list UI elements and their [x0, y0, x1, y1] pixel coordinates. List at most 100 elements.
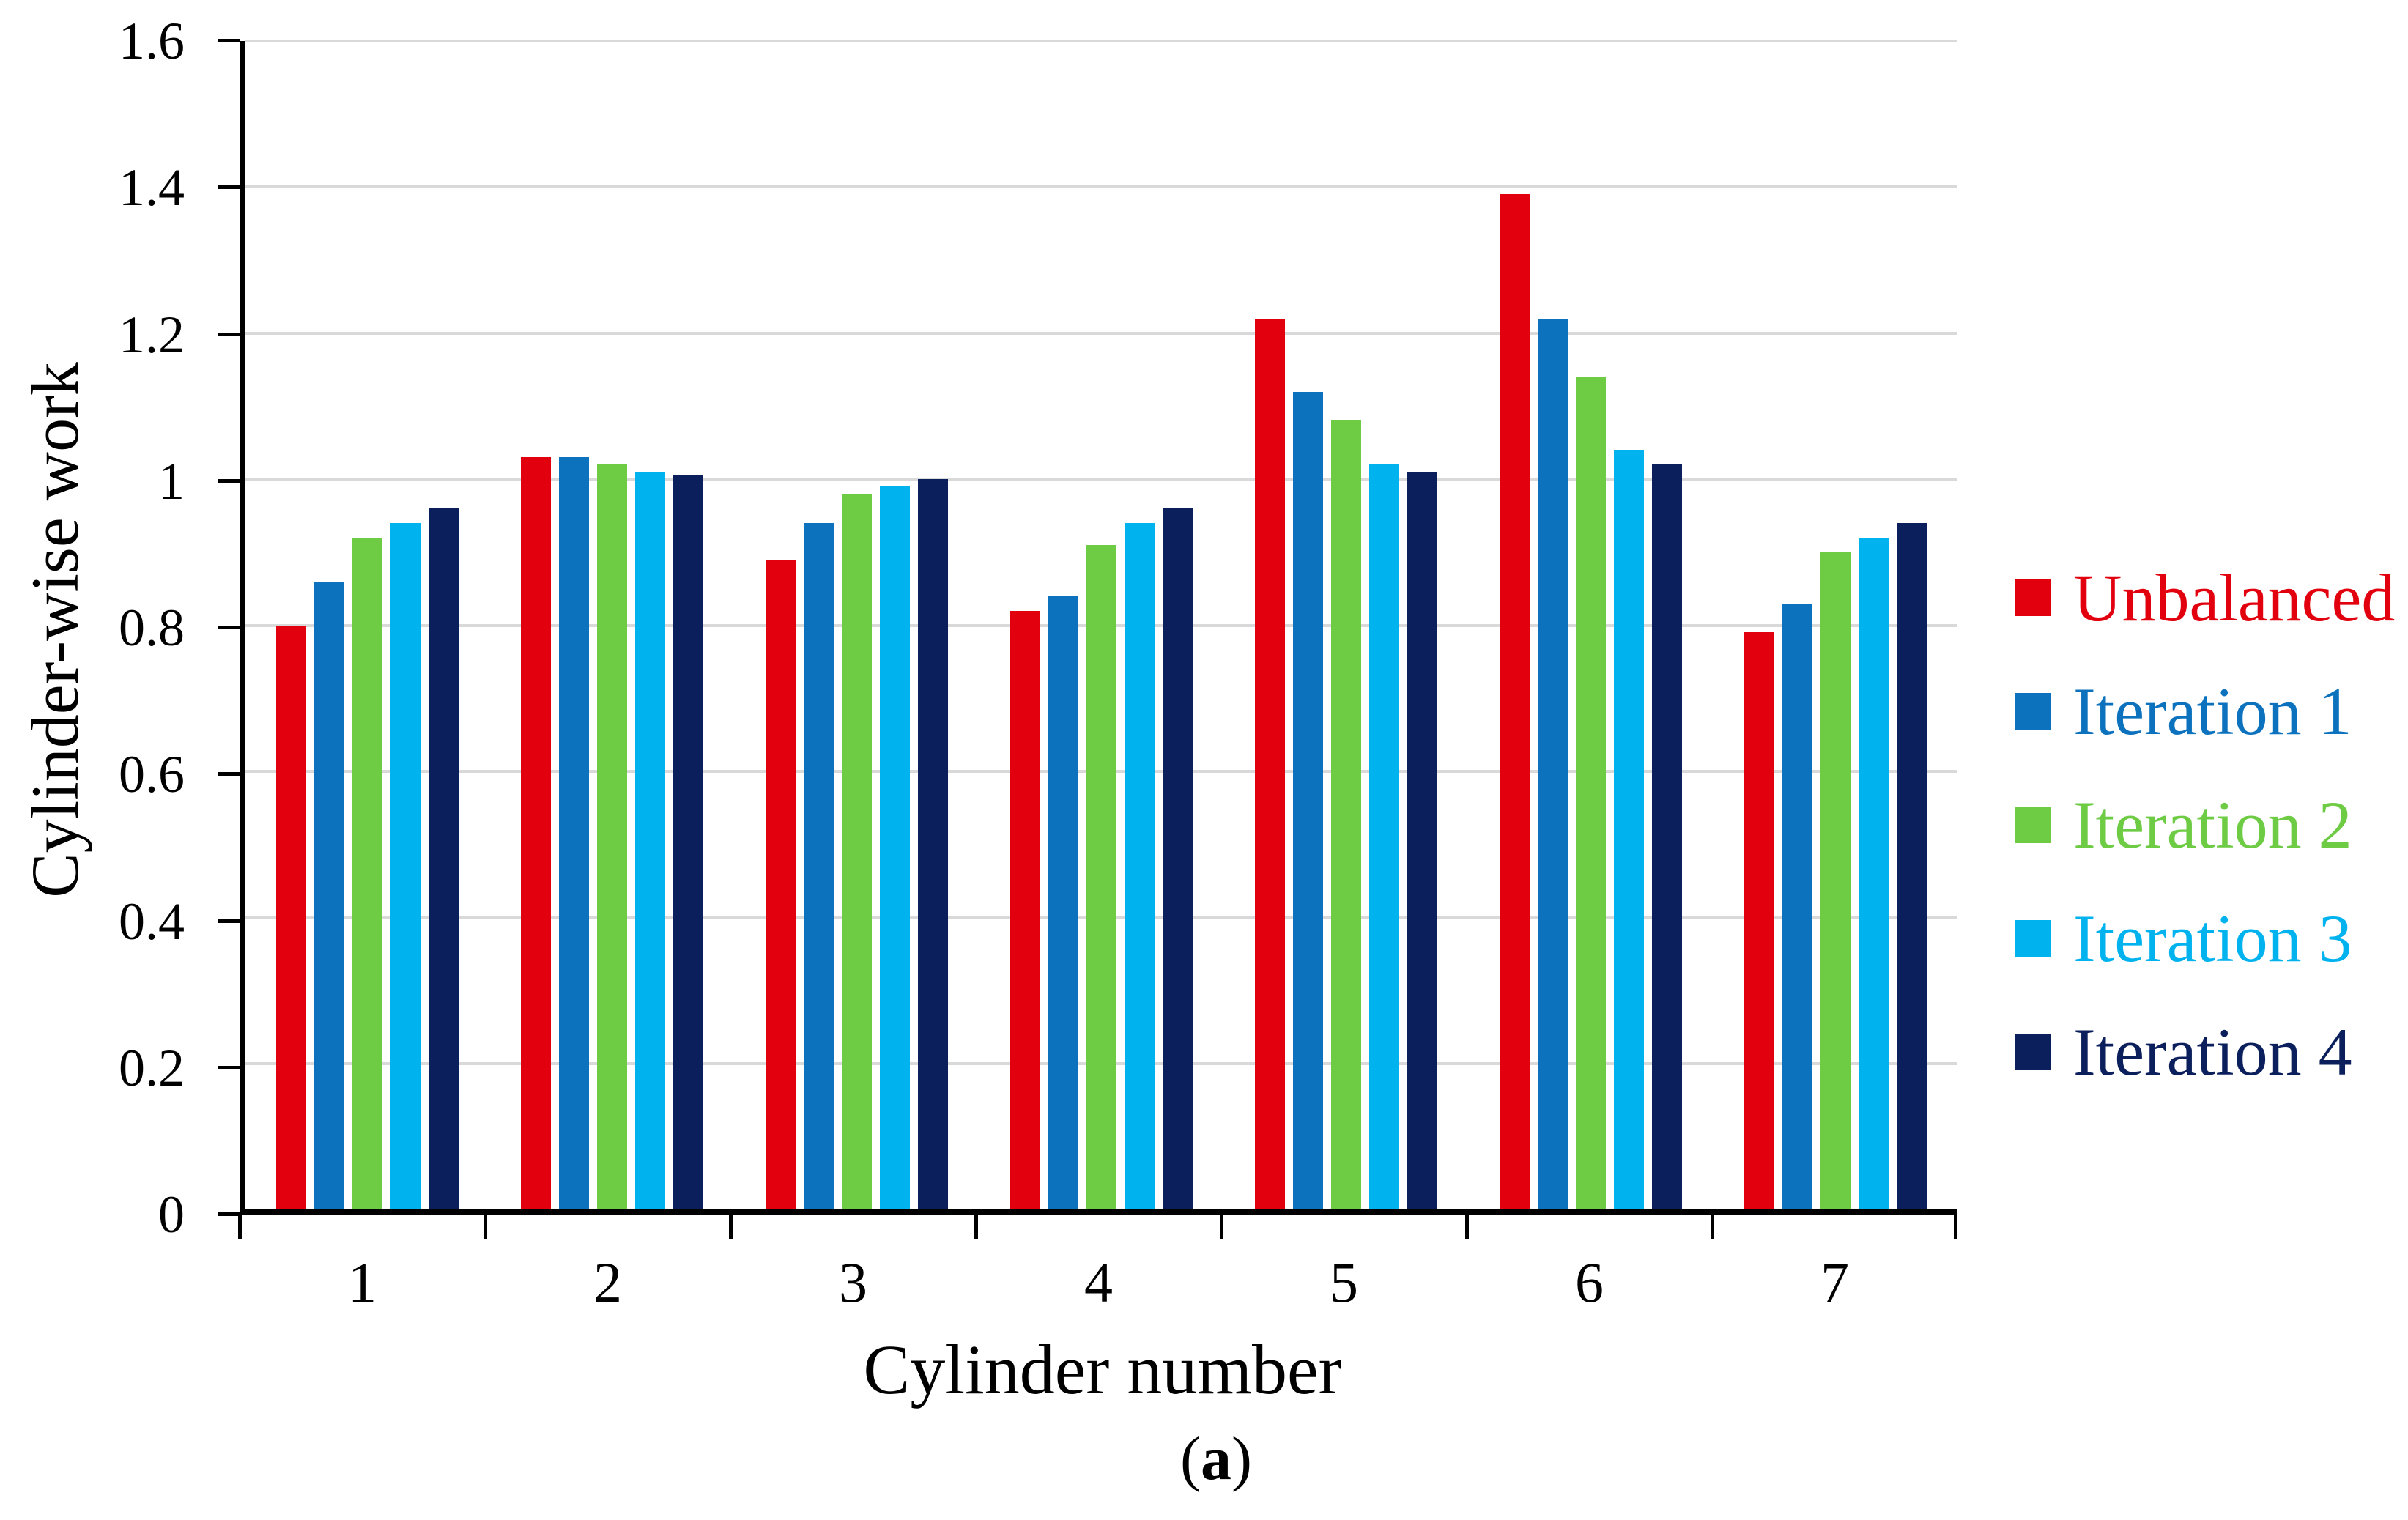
bar-iteration-1-cylinder-1 — [314, 581, 344, 1209]
legend-label-iteration-3: Iteration 3 — [2073, 901, 2352, 976]
x-tick-2 — [728, 1215, 733, 1239]
x-tick-1 — [483, 1215, 487, 1239]
y-tick-label-1.2: 1.2 — [119, 305, 185, 364]
x-tick-7 — [1954, 1215, 1957, 1239]
bar-iteration-2-cylinder-2 — [596, 464, 627, 1209]
bar-group-cylinder-1 — [245, 41, 489, 1209]
y-tick-label-0.6: 0.6 — [119, 745, 185, 804]
bar-unbalanced-cylinder-6 — [1499, 194, 1530, 1209]
bar-iteration-4-cylinder-7 — [1896, 522, 1927, 1209]
bar-unbalanced-cylinder-2 — [520, 457, 551, 1209]
gridline-1.2 — [245, 331, 1957, 335]
bar-iteration-2-cylinder-5 — [1330, 420, 1361, 1209]
bar-iteration-4-cylinder-3 — [917, 479, 948, 1209]
x-label-cylinder-7: 7 — [1820, 1250, 1849, 1314]
bar-iteration-1-cylinder-2 — [558, 457, 589, 1209]
y-tick-1.6 — [218, 39, 240, 42]
bar-iteration-4-cylinder-1 — [428, 508, 459, 1209]
gridline-1.4 — [245, 185, 1957, 189]
bar-iteration-1-cylinder-3 — [803, 522, 834, 1209]
y-tick-1 — [218, 478, 240, 483]
legend-swatch-unbalanced — [2015, 579, 2051, 616]
legend-label-iteration-4: Iteration 4 — [2073, 1015, 2352, 1089]
x-label-cylinder-5: 5 — [1330, 1250, 1358, 1314]
bar-group-cylinder-4 — [979, 41, 1223, 1209]
x-axis-title: Cylinder number — [863, 1330, 1342, 1409]
legend-item-iteration-4: Iteration 4 — [2015, 1018, 2352, 1086]
y-tick-label-1.6: 1.6 — [119, 12, 185, 70]
y-tick-label-1: 1 — [158, 451, 185, 511]
x-label-cylinder-2: 2 — [593, 1250, 622, 1314]
legend-item-unbalanced: Unbalanced — [2015, 564, 2395, 631]
x-label-cylinder-3: 3 — [839, 1250, 867, 1314]
bar-iteration-2-cylinder-7 — [1820, 552, 1851, 1209]
figure-caption: (a) — [1180, 1428, 1252, 1490]
bar-unbalanced-cylinder-1 — [275, 625, 306, 1209]
bar-iteration-1-cylinder-7 — [1782, 603, 1812, 1209]
bar-iteration-3-cylinder-7 — [1858, 537, 1889, 1209]
y-tick-label-0.8: 0.8 — [119, 598, 185, 657]
bar-iteration-3-cylinder-1 — [390, 522, 421, 1209]
x-label-cylinder-1: 1 — [348, 1250, 377, 1314]
plot-area — [240, 40, 1957, 1215]
bar-iteration-3-cylinder-4 — [1124, 522, 1155, 1209]
y-axis: 0 0.2 0.4 0.6 0.8 1 1.2 1.4 1.6 — [0, 15, 240, 1241]
bar-unbalanced-cylinder-7 — [1744, 632, 1774, 1209]
x-tick-3 — [974, 1215, 978, 1239]
y-tick-label-0.4: 0.4 — [119, 891, 185, 951]
legend-swatch-iteration-3 — [2015, 920, 2051, 957]
legend-item-iteration-1: Iteration 1 — [2015, 678, 2352, 745]
caption-paren-close: ) — [1231, 1425, 1252, 1493]
gridline-1 — [245, 478, 1957, 481]
legend-label-iteration-1: Iteration 1 — [2073, 674, 2352, 749]
bar-iteration-1-cylinder-5 — [1292, 391, 1323, 1209]
y-tick-label-1.4: 1.4 — [119, 158, 185, 218]
bar-unbalanced-cylinder-4 — [1009, 610, 1040, 1209]
legend-item-iteration-2: Iteration 2 — [2015, 791, 2352, 859]
bar-iteration-3-cylinder-3 — [879, 486, 910, 1209]
legend-swatch-iteration-2 — [2015, 807, 2051, 843]
bar-groups — [245, 41, 1957, 1209]
bar-iteration-2-cylinder-6 — [1575, 377, 1606, 1209]
bar-iteration-4-cylinder-6 — [1651, 464, 1682, 1209]
legend-label-unbalanced: Unbalanced — [2073, 560, 2396, 635]
x-tick-0 — [238, 1215, 242, 1239]
bar-group-cylinder-6 — [1468, 41, 1713, 1209]
y-tick-0.6 — [218, 772, 240, 776]
bar-unbalanced-cylinder-5 — [1254, 318, 1285, 1209]
y-tick-1.4 — [218, 185, 240, 190]
bar-iteration-3-cylinder-6 — [1613, 450, 1644, 1209]
bar-iteration-2-cylinder-1 — [352, 537, 382, 1209]
y-tick-label-0: 0 — [158, 1185, 185, 1244]
bar-iteration-3-cylinder-5 — [1368, 464, 1399, 1209]
bar-iteration-4-cylinder-4 — [1162, 508, 1193, 1209]
bar-iteration-4-cylinder-2 — [673, 475, 703, 1209]
legend-swatch-iteration-4 — [2015, 1034, 2051, 1070]
legend-label-iteration-2: Iteration 2 — [2073, 787, 2352, 862]
bar-iteration-1-cylinder-6 — [1537, 318, 1568, 1209]
x-tick-6 — [1711, 1215, 1714, 1239]
legend-swatch-iteration-1 — [2015, 693, 2051, 730]
bar-iteration-4-cylinder-5 — [1407, 472, 1437, 1209]
y-tick-1.2 — [218, 332, 240, 336]
bar-group-cylinder-2 — [489, 41, 734, 1209]
bar-iteration-1-cylinder-4 — [1048, 596, 1078, 1209]
x-axis-ticks — [238, 1215, 1957, 1241]
bar-group-cylinder-3 — [734, 41, 979, 1209]
y-tick-0.4 — [218, 919, 240, 923]
x-label-cylinder-4: 4 — [1084, 1250, 1113, 1314]
gridline-1.6 — [245, 40, 1957, 42]
bar-group-cylinder-5 — [1223, 41, 1468, 1209]
y-tick-label-0.2: 0.2 — [119, 1038, 185, 1097]
bar-iteration-2-cylinder-4 — [1086, 544, 1116, 1209]
caption-paren-open: ( — [1180, 1425, 1201, 1493]
y-tick-0 — [218, 1212, 240, 1216]
bar-group-cylinder-7 — [1713, 41, 1957, 1209]
bar-iteration-2-cylinder-3 — [841, 494, 872, 1209]
y-tick-0.8 — [218, 626, 240, 629]
x-tick-5 — [1465, 1215, 1469, 1239]
bar-iteration-3-cylinder-2 — [634, 472, 665, 1209]
x-label-cylinder-6: 6 — [1575, 1250, 1604, 1314]
